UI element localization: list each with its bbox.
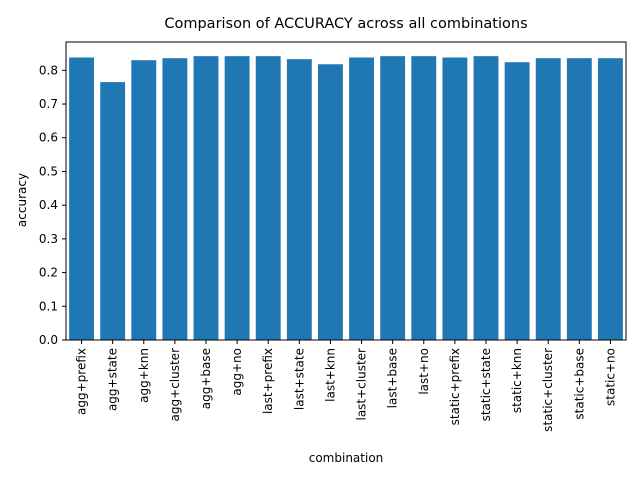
x-tick-label: agg+no bbox=[230, 348, 244, 396]
bar-agg-no bbox=[224, 56, 250, 340]
bar-last-base bbox=[380, 56, 406, 340]
x-tick-label: static+no bbox=[603, 348, 617, 406]
x-tick-label: agg+cluster bbox=[168, 348, 182, 422]
bar-static-cluster bbox=[535, 58, 561, 340]
chart-title: Comparison of ACCURACY across all combin… bbox=[164, 16, 527, 32]
bar-last-knn bbox=[318, 64, 343, 340]
x-tick-label: static+knn bbox=[510, 348, 524, 413]
x-tick-label: agg+base bbox=[199, 348, 213, 409]
x-tick-label: last+cluster bbox=[355, 348, 369, 421]
bar-agg-base bbox=[193, 56, 219, 340]
bar-agg-state bbox=[100, 82, 126, 340]
bar-last-no bbox=[411, 56, 437, 340]
bar-last-prefix bbox=[255, 56, 281, 340]
y-tick-label: 0.1 bbox=[39, 299, 58, 313]
y-axis: 0.0 0.1 0.2 0.3 0.4 0.5 0.6 0.7 0.8 bbox=[39, 63, 66, 347]
x-tick-label: last+base bbox=[386, 348, 400, 408]
bar-agg-knn bbox=[131, 60, 157, 341]
x-tick-label: agg+knn bbox=[137, 348, 151, 403]
x-tick-label: agg+prefix bbox=[75, 348, 89, 415]
bars-group bbox=[69, 56, 623, 341]
y-tick-label: 0.7 bbox=[39, 97, 58, 111]
y-tick-label: 0.0 bbox=[39, 333, 58, 347]
bar-static-knn bbox=[504, 62, 530, 340]
x-tick-label: static+state bbox=[479, 348, 493, 421]
y-tick-label: 0.8 bbox=[39, 63, 58, 77]
x-axis-label: combination bbox=[309, 451, 384, 465]
y-tick-label: 0.5 bbox=[39, 164, 58, 178]
x-tick-label: static+base bbox=[572, 348, 586, 420]
x-axis: agg+prefix agg+state agg+knn agg+cluster agg… bbox=[75, 340, 617, 432]
bar-last-cluster bbox=[349, 57, 374, 341]
bar-agg-prefix bbox=[69, 57, 94, 341]
bar-static-no bbox=[598, 58, 623, 340]
bar-static-state bbox=[473, 56, 499, 340]
bar-last-state bbox=[286, 59, 312, 340]
bar-agg-cluster bbox=[162, 58, 188, 340]
bar-static-prefix bbox=[442, 57, 468, 341]
bar-static-base bbox=[566, 58, 592, 340]
y-tick-label: 0.3 bbox=[39, 232, 58, 246]
y-tick-label: 0.4 bbox=[39, 198, 58, 212]
y-tick-label: 0.2 bbox=[39, 266, 58, 280]
x-tick-label: static+prefix bbox=[448, 348, 462, 425]
plot-frame bbox=[65, 41, 627, 341]
y-tick-label: 0.6 bbox=[39, 131, 58, 145]
x-tick-label: agg+state bbox=[106, 348, 120, 411]
x-tick-label: last+knn bbox=[323, 348, 337, 402]
y-axis-label: accuracy bbox=[15, 173, 29, 227]
x-tick-label: last+prefix bbox=[261, 348, 275, 414]
x-tick-label: last+no bbox=[417, 348, 431, 395]
x-tick-label: last+state bbox=[292, 348, 306, 410]
x-tick-label: static+cluster bbox=[541, 348, 555, 432]
